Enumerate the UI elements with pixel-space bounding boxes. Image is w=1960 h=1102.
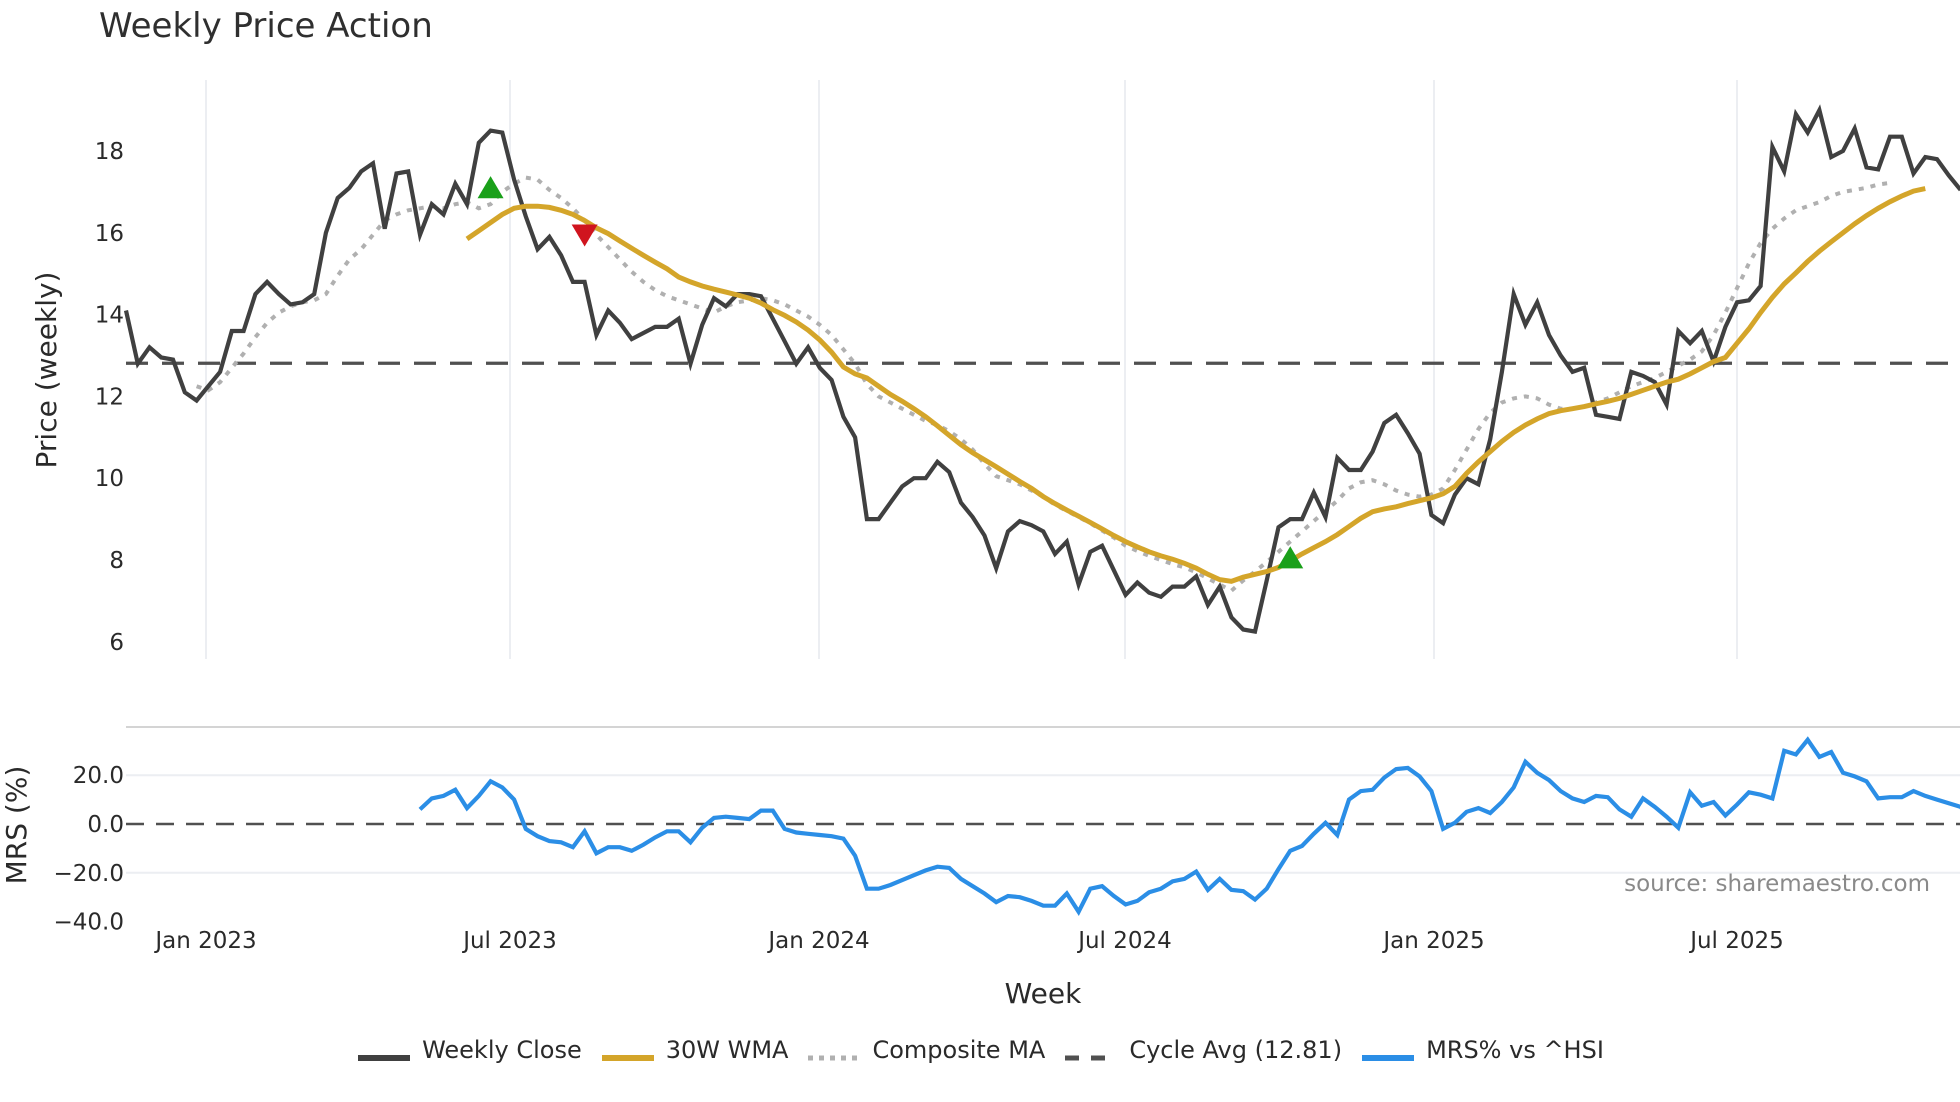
price-y-axis-title: Price (weekly) [30,272,63,469]
signal-markers [477,176,1304,569]
x-axis: Jan 2023 Jul 2023 Jan 2024 Jul 2024 Jan 2025… [153,928,1783,954]
wma-30w-line [465,186,1926,584]
composite-ma-line [195,175,1891,594]
legend-item[interactable]: Weekly Close [356,1036,582,1064]
mrs-tick-label: −20.0 [54,861,124,887]
y-tick-label: 16 [95,221,124,247]
x-tick-label: Jul 2025 [1688,928,1784,954]
legend-item[interactable]: Composite MA [806,1036,1045,1064]
legend-label: Weekly Close [422,1036,582,1064]
x-tick-label: Jan 2023 [153,928,256,954]
x-tick-label: Jul 2023 [461,928,557,954]
legend-swatch-icon [600,1043,656,1061]
legend-swatch-icon [356,1043,412,1061]
mrs-tick-label: −40.0 [54,910,124,936]
legend-item[interactable]: Cycle Avg (12.81) [1063,1036,1342,1064]
y-tick-label: 10 [95,466,124,492]
chart-title: Weekly Price Action [99,6,433,46]
y-tick-label: 8 [109,548,124,574]
main-panel-gridlines [205,80,1738,659]
mrs-tick-label: 20.0 [73,763,124,789]
sell-signal-marker [571,224,598,247]
legend-item[interactable]: MRS% vs ^HSI [1360,1036,1604,1064]
mrs-y-axis: 20.0 0.0 −20.0 −40.0 [54,763,124,935]
x-tick-label: Jan 2024 [766,928,869,954]
y-tick-label: 6 [109,630,124,656]
mrs-lines [126,736,1960,917]
mrs-y-axis-title: MRS (%) [0,766,33,885]
price-lines [123,104,1960,635]
legend-swatch-icon [806,1043,862,1061]
legend: Weekly Close 30W WMA Composite MA Cycle Avg… [0,1036,1960,1064]
y-tick-label: 18 [95,139,124,165]
mrs-tick-label: 0.0 [87,812,124,838]
legend-label: 30W WMA [665,1036,789,1064]
buy-signal-marker [477,176,504,199]
buy-signal-marker [1277,546,1304,569]
y-tick-label: 12 [95,384,124,410]
source-annotation: source: sharemaestro.com [1624,871,1930,897]
legend-swatch-icon [1360,1043,1416,1061]
x-tick-label: Jan 2025 [1381,928,1484,954]
mrs-panel-gridlines [126,774,1960,874]
legend-label: Cycle Avg (12.81) [1129,1036,1343,1064]
weekly-close-line [123,104,1960,635]
legend-item[interactable]: 30W WMA [600,1036,789,1064]
legend-label: MRS% vs ^HSI [1426,1036,1604,1064]
y-tick-label: 14 [95,303,124,329]
x-tick-label: Jul 2024 [1076,928,1172,954]
price-y-axis: 6 8 10 12 14 16 18 [95,139,124,656]
mrs-line [418,736,1960,917]
legend-swatch-icon [1063,1043,1119,1061]
legend-label: Composite MA [872,1036,1046,1064]
x-axis-title: Week [1005,977,1082,1010]
